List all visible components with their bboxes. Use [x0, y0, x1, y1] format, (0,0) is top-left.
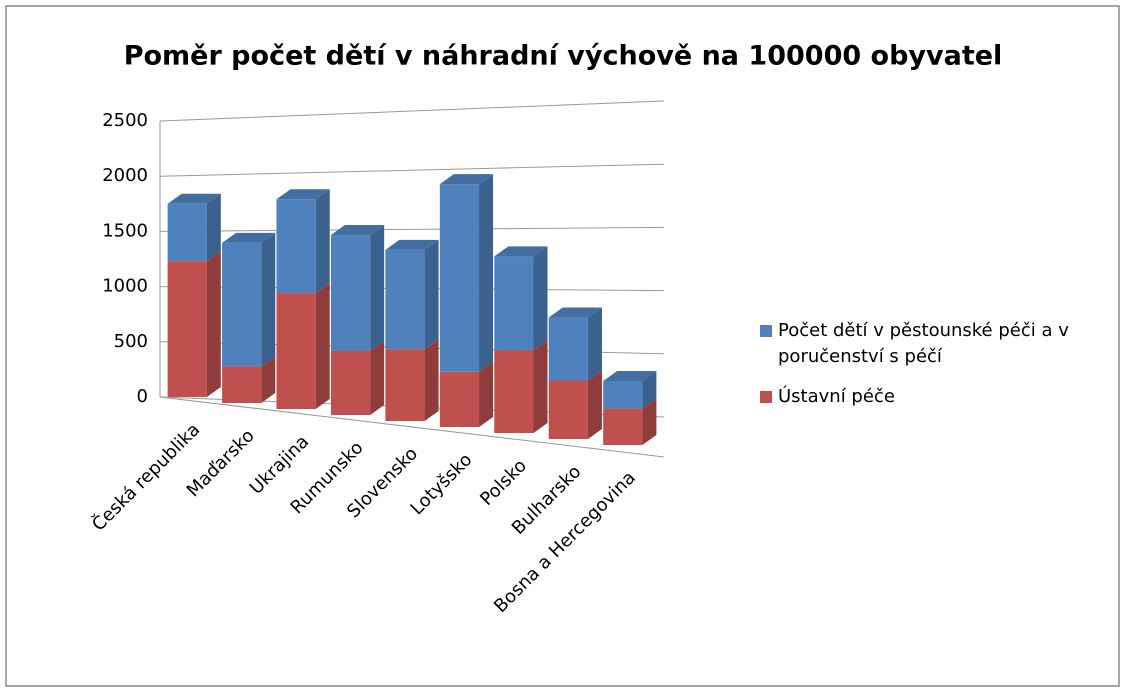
bar-segment: [439, 184, 480, 372]
bar-side: [642, 398, 657, 445]
chart-title: Poměr počet dětí v náhradní výchově na 1…: [124, 41, 1003, 72]
bar-segment: [330, 235, 371, 351]
grid-line: [159, 163, 665, 177]
legend-item: Počet dětí v pěstounské péči a v poručen…: [760, 318, 1110, 370]
y-tick-label: 1500: [102, 220, 148, 241]
legend-swatch: [760, 325, 772, 337]
bar-top: [494, 246, 548, 257]
bar-segment: [548, 317, 588, 381]
y-tick-label: 0: [137, 386, 148, 407]
legend-swatch: [760, 391, 772, 403]
bar-side: [261, 356, 276, 403]
bar-top: [385, 239, 439, 250]
bar-side: [587, 307, 602, 381]
bar-side: [206, 193, 221, 262]
bar-top: [276, 189, 330, 200]
bar-side: [370, 340, 385, 415]
bar-top: [603, 370, 657, 381]
bar-top: [548, 307, 602, 318]
bar-top: [439, 174, 494, 185]
bar-side: [370, 225, 385, 351]
bar-segment: [167, 203, 207, 262]
bar-segment: [222, 242, 262, 367]
bar-segment: [330, 350, 371, 415]
y-tick-label: 2000: [102, 165, 148, 186]
bar-segment: [222, 366, 262, 403]
bar-side: [479, 361, 494, 427]
bar-segment: [276, 199, 316, 294]
bar-side: [424, 239, 439, 350]
bar-side: [315, 189, 330, 294]
bar-top: [330, 225, 385, 236]
y-tick-label: 500: [114, 331, 148, 352]
grid-line: [159, 226, 665, 232]
bar-segment: [385, 249, 425, 350]
bar-side: [261, 232, 276, 367]
bar-segment: [603, 380, 643, 409]
bar-side: [315, 283, 330, 409]
bar-segment: [276, 293, 316, 409]
bar-side: [587, 370, 602, 439]
legend-label: Ústavní péče: [778, 386, 895, 407]
legend-label: Počet dětí v pěstounské péči a v poručen…: [778, 320, 1069, 367]
axis-floor: [159, 396, 665, 458]
bar-segment: [494, 256, 534, 351]
grid-line: [159, 100, 665, 122]
bar-segment: [494, 350, 534, 433]
bar-side: [479, 174, 494, 372]
bar-top: [167, 193, 221, 204]
bar-segment: [603, 408, 643, 445]
bar-segment: [439, 371, 480, 427]
y-tick-label: 1000: [102, 276, 148, 297]
bar-segment: [385, 349, 425, 421]
bar-side: [533, 246, 548, 351]
bar-side: [206, 251, 221, 397]
bar-side: [424, 339, 439, 421]
bar-segment: [167, 261, 207, 397]
bar-side: [642, 370, 657, 409]
bar-top: [222, 232, 276, 243]
legend: Počet dětí v pěstounské péči a v poručen…: [760, 318, 1110, 424]
legend-item: Ústavní péče: [760, 384, 1110, 410]
bar-segment: [548, 380, 588, 439]
y-tick-label: 2500: [102, 110, 148, 131]
bar-side: [533, 340, 548, 433]
